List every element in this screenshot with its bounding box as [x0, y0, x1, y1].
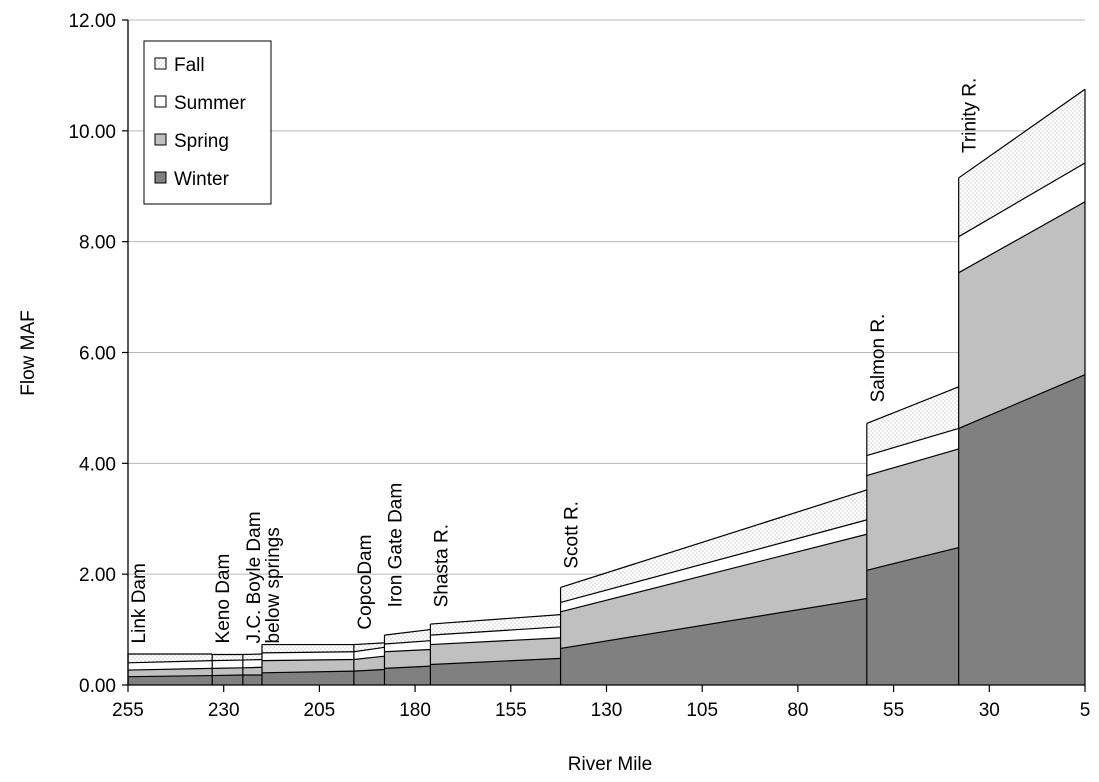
series-line-spring-segment-0: [127, 667, 213, 671]
stacked-areas: [127, 88, 1086, 686]
series-line-summer-segment-2: [242, 658, 262, 661]
legend-label-summer: Summer: [174, 93, 246, 114]
series-line-winter-segment-0: [127, 674, 213, 678]
legend-item-winter: Winter: [154, 169, 230, 190]
legend-swatch-summer: [154, 95, 167, 108]
series-line-summer-segment-4: [353, 646, 385, 653]
area-winter-segment-9: [958, 374, 1085, 685]
site-label-6: Shasta R.: [431, 524, 452, 607]
y-tick-label-6: 12.00: [68, 11, 116, 32]
y-tick-label-3: 6.00: [79, 344, 116, 365]
site-label-9: Trinity R.: [960, 78, 981, 153]
area-winter-segment-4: [353, 669, 385, 685]
series-line-spring-segment-8: [866, 448, 959, 477]
series-line-spring-segment-6: [430, 637, 561, 646]
area-winter-segment-8: [866, 547, 959, 685]
series-line-fall-segment-8: [866, 386, 959, 424]
series-line-spring-segment-4: [353, 655, 385, 661]
y-tick-labels: 0.00 2.00 4.00 6.00 8.00 10.00 12.00: [68, 11, 128, 697]
series-line-fall-segment-5: [384, 628, 431, 636]
site-label-2: J.C. Boyle Dam: [244, 511, 265, 643]
area-winter-segment-2: [242, 675, 262, 685]
x-tick-label-0: 255: [112, 700, 144, 721]
series-line-spring-segment-9: [958, 201, 1086, 274]
series-line-summer-segment-0: [127, 660, 213, 664]
legend-item-summer: Summer: [154, 93, 246, 114]
legend-swatch-spring: [154, 133, 167, 146]
area-winter-segment-1: [212, 675, 243, 685]
series-line-spring-segment-1: [212, 667, 243, 669]
series-line-summer-segment-9: [958, 162, 1086, 238]
site-label-4: CopcoDam: [355, 535, 376, 630]
series-line-summer-segment-6: [430, 626, 561, 636]
series-line-fall-segment-7: [560, 489, 867, 589]
site-label-3: below springs: [263, 527, 284, 643]
legend-swatch-winter: [154, 171, 167, 184]
x-tick-label-7: 80: [787, 700, 808, 721]
y-tick-label-5: 10.00: [68, 122, 116, 143]
legend: Fall Summer Spring Winter: [143, 40, 272, 205]
x-tick-labels: 255 230 205 180 155 130 105 80 55 30 5: [112, 685, 1090, 721]
site-label-0: Link Dam: [129, 563, 150, 643]
x-tick-label-6: 105: [686, 700, 718, 721]
series-line-winter-segment-7: [560, 597, 867, 650]
series-line-winter-segment-4: [353, 668, 385, 672]
series-line-fall-segment-2: [242, 653, 262, 656]
x-axis-title: River Mile: [568, 754, 652, 775]
series-line-winter-segment-8: [866, 546, 959, 571]
x-tick-label-8: 55: [883, 700, 904, 721]
site-label-5: Iron Gate Dam: [385, 483, 406, 608]
series-line-winter-segment-1: [212, 674, 243, 677]
series-line-spring-segment-5: [384, 648, 431, 653]
legend-label-winter: Winter: [174, 169, 230, 190]
area-winter-segment-5: [384, 666, 431, 685]
area-winter-segment-3: [261, 671, 354, 685]
legend-item-spring: Spring: [154, 131, 229, 152]
area-winter-segment-0: [128, 675, 213, 685]
series-line-spring-segment-7: [560, 533, 867, 613]
site-label-1: Keno Dam: [213, 554, 234, 644]
series-line-fall-segment-4: [353, 642, 385, 646]
x-tick-label-5: 130: [591, 700, 623, 721]
series-line-winter-segment-3: [261, 670, 354, 674]
area-winter-segment-6: [430, 658, 561, 685]
series-line-winter-segment-6: [430, 657, 561, 666]
legend-label-fall: Fall: [174, 55, 205, 76]
series-line-winter-segment-9: [958, 374, 1086, 429]
series-line-summer-segment-1: [212, 659, 243, 662]
x-tick-label-2: 205: [304, 700, 336, 721]
legend-swatch-fall: [154, 57, 167, 70]
site-label-8: Salmon R.: [868, 314, 889, 403]
y-tick-label-2: 4.00: [79, 454, 116, 475]
y-tick-label-1: 2.00: [79, 565, 116, 586]
series-line-summer-segment-5: [384, 640, 431, 645]
site-label-7: Scott R.: [562, 501, 583, 569]
area-winter-segment-7: [560, 598, 867, 685]
x-tick-label-9: 30: [979, 700, 1000, 721]
series-line-summer-segment-8: [866, 427, 959, 457]
x-tick-label-1: 230: [208, 700, 240, 721]
legend-item-fall: Fall: [154, 55, 205, 76]
series-line-summer-segment-7: [560, 519, 867, 604]
x-tick-label-4: 155: [495, 700, 527, 721]
legend-label-spring: Spring: [174, 131, 229, 152]
x-tick-label-10: 5: [1080, 700, 1091, 721]
y-tick-label-0: 0.00: [79, 676, 116, 697]
y-tick-label-4: 8.00: [79, 233, 116, 254]
x-tick-label-3: 180: [399, 700, 431, 721]
series-line-winter-segment-5: [384, 665, 431, 669]
y-axis-title: Flow MAF: [18, 310, 39, 396]
series-line-summer-segment-3: [261, 651, 354, 654]
series-line-spring-segment-3: [261, 658, 354, 662]
series-line-spring-segment-2: [242, 666, 262, 669]
series-line-fall-segment-6: [430, 614, 561, 625]
series-line-fall-segment-9: [958, 88, 1086, 179]
